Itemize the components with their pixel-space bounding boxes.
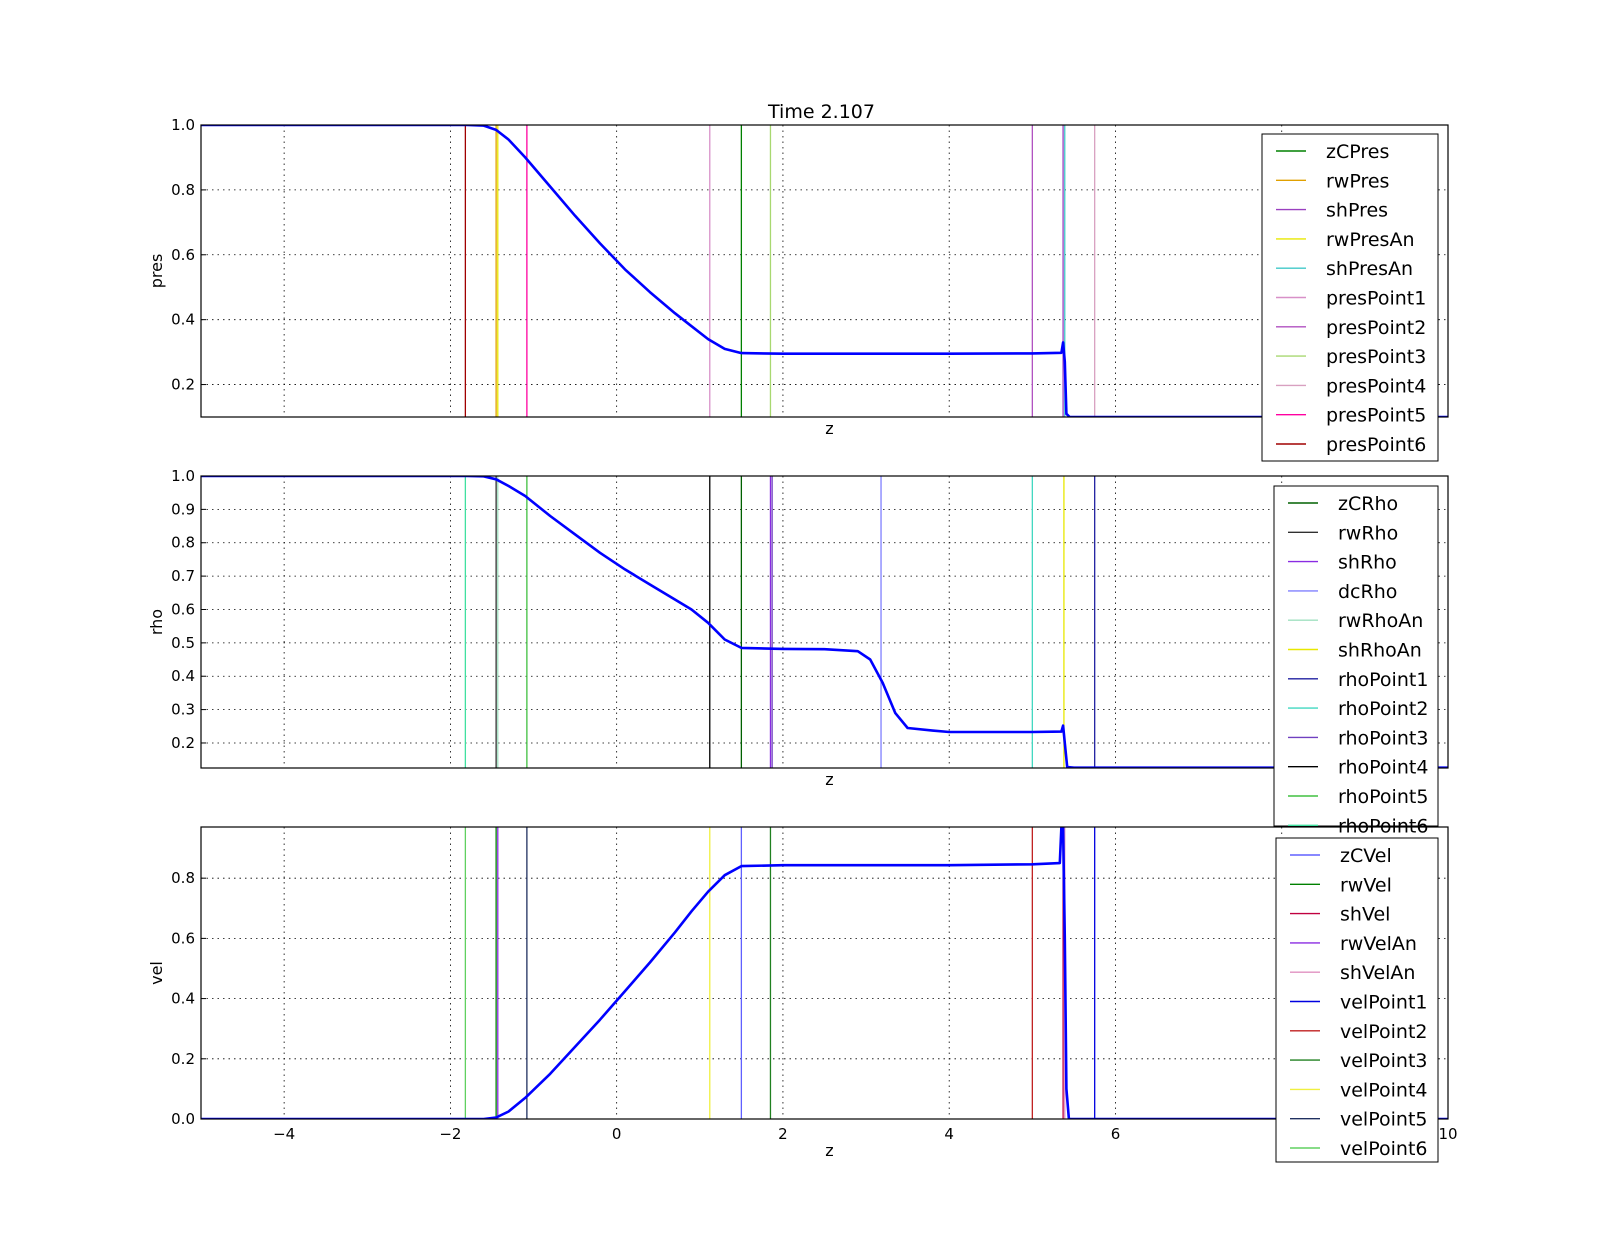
x-tick-label: 10 bbox=[1438, 1125, 1457, 1143]
axes-frame bbox=[200, 826, 1449, 1120]
legend-label: rwPresAn bbox=[1326, 229, 1415, 251]
y-tick-label: 0.5 bbox=[171, 634, 195, 652]
legend-box bbox=[1275, 837, 1439, 1163]
legend-label: rhoPoint3 bbox=[1338, 727, 1428, 749]
legend-label: shVel bbox=[1340, 904, 1390, 926]
legend-label: rwRhoAn bbox=[1338, 610, 1423, 632]
legend-label: rhoPoint1 bbox=[1338, 669, 1428, 691]
y-axis-label: vel bbox=[147, 961, 166, 985]
legend-label: rhoPoint2 bbox=[1338, 698, 1428, 720]
y-tick-label: 0.6 bbox=[171, 600, 195, 618]
y-tick-label: 0.7 bbox=[171, 567, 195, 585]
legend-label: velPoint1 bbox=[1340, 992, 1427, 1014]
legend-label: shRhoAn bbox=[1338, 640, 1422, 662]
legend-label: presPoint3 bbox=[1326, 346, 1426, 368]
chart-title: Time 2.107 bbox=[767, 101, 875, 123]
legend-label: presPoint1 bbox=[1326, 288, 1426, 310]
legend-label: rhoPoint5 bbox=[1338, 786, 1428, 808]
legend-rho: zCRho rwRho shRho dcRho rwRhoAn shRhoAn rhoPoi… bbox=[1273, 485, 1439, 837]
legend-label: shPres bbox=[1326, 200, 1388, 222]
legend-label: velPoint4 bbox=[1340, 1079, 1427, 1101]
y-axis-label: pres bbox=[147, 254, 166, 289]
x-axis-label: z bbox=[825, 1141, 833, 1160]
legend-label: zCVel bbox=[1340, 845, 1392, 867]
x-tick-label: 6 bbox=[1111, 1125, 1121, 1143]
legend-label: rhoPoint6 bbox=[1338, 815, 1428, 837]
curve-rho bbox=[201, 476, 1448, 768]
y-tick-label: 0.8 bbox=[171, 534, 195, 552]
legend-label: presPoint2 bbox=[1326, 317, 1426, 339]
legend-label: rwRho bbox=[1338, 522, 1398, 544]
curve-vel bbox=[201, 827, 1448, 1119]
legend-label: velPoint2 bbox=[1340, 1021, 1427, 1043]
y-axis-label: rho bbox=[147, 609, 166, 635]
legend-label: presPoint4 bbox=[1326, 375, 1426, 397]
y-tick-label: 0.3 bbox=[171, 701, 195, 719]
y-tick-label: 0.4 bbox=[171, 667, 195, 685]
legend-vel: zCVel rwVel shVel rwVelAn shVelAn velPoint1 ve… bbox=[1275, 837, 1439, 1163]
x-axis-label: z bbox=[825, 770, 833, 789]
axes-frame bbox=[200, 124, 1449, 418]
legend-label: shVelAn bbox=[1340, 962, 1415, 984]
x-tick-label: −2 bbox=[439, 1125, 461, 1143]
y-tick-label: 1.0 bbox=[171, 116, 195, 134]
legend-label: presPoint5 bbox=[1326, 405, 1426, 427]
legend-label: shRho bbox=[1338, 552, 1397, 574]
y-tick-label: 0.6 bbox=[171, 929, 195, 947]
subplot-vel: 0.0 0.2 0.4 0.6 0.8 −4 −2 0 2 4 6 10 z vel bbox=[147, 826, 1458, 1160]
x-tick-label: 4 bbox=[944, 1125, 954, 1143]
y-tick-label: 0.6 bbox=[171, 246, 195, 264]
y-tick-label: 0.2 bbox=[171, 376, 195, 394]
y-tick-label: 0.4 bbox=[171, 990, 195, 1008]
y-tick-label: 1.0 bbox=[171, 467, 195, 485]
curve-pres bbox=[201, 125, 1448, 417]
legend-box bbox=[1273, 485, 1439, 827]
y-tick-label: 0.9 bbox=[171, 500, 195, 518]
legend-label: presPoint6 bbox=[1326, 434, 1426, 456]
legend-label: rwVelAn bbox=[1340, 933, 1417, 955]
y-tick-label: 0.8 bbox=[171, 869, 195, 887]
legend-label: velPoint5 bbox=[1340, 1109, 1427, 1131]
y-tick-label: 0.2 bbox=[171, 1050, 195, 1068]
legend-label: dcRho bbox=[1338, 581, 1397, 603]
subplot-rho: 0.2 0.3 0.4 0.5 0.6 0.7 0.8 0.9 1.0 z rho bbox=[147, 467, 1449, 789]
legend-label: rwPres bbox=[1326, 170, 1389, 192]
x-axis-label: z bbox=[825, 419, 833, 438]
y-tick-label: 0.0 bbox=[171, 1110, 195, 1128]
legend-label: rwVel bbox=[1340, 874, 1392, 896]
legend-label: velPoint6 bbox=[1340, 1138, 1427, 1160]
subplot-pres: 0.2 0.4 0.6 0.8 1.0 z pres Time 2.107 bbox=[147, 101, 1449, 438]
legend-pres: zCPres rwPres shPres rwPresAn shPresAn presPo… bbox=[1261, 133, 1439, 462]
axes-frame bbox=[200, 475, 1449, 769]
legend-label: velPoint3 bbox=[1340, 1050, 1427, 1072]
legend-label: zCPres bbox=[1326, 141, 1389, 163]
y-tick-label: 0.8 bbox=[171, 181, 195, 199]
x-tick-label: 2 bbox=[778, 1125, 788, 1143]
x-tick-label: 0 bbox=[612, 1125, 622, 1143]
legend-label: rhoPoint4 bbox=[1338, 757, 1428, 779]
y-tick-label: 0.2 bbox=[171, 734, 195, 752]
legend-label: zCRho bbox=[1338, 493, 1398, 515]
x-tick-label: −4 bbox=[273, 1125, 295, 1143]
legend-label: shPresAn bbox=[1326, 258, 1413, 280]
y-tick-label: 0.4 bbox=[171, 311, 195, 329]
